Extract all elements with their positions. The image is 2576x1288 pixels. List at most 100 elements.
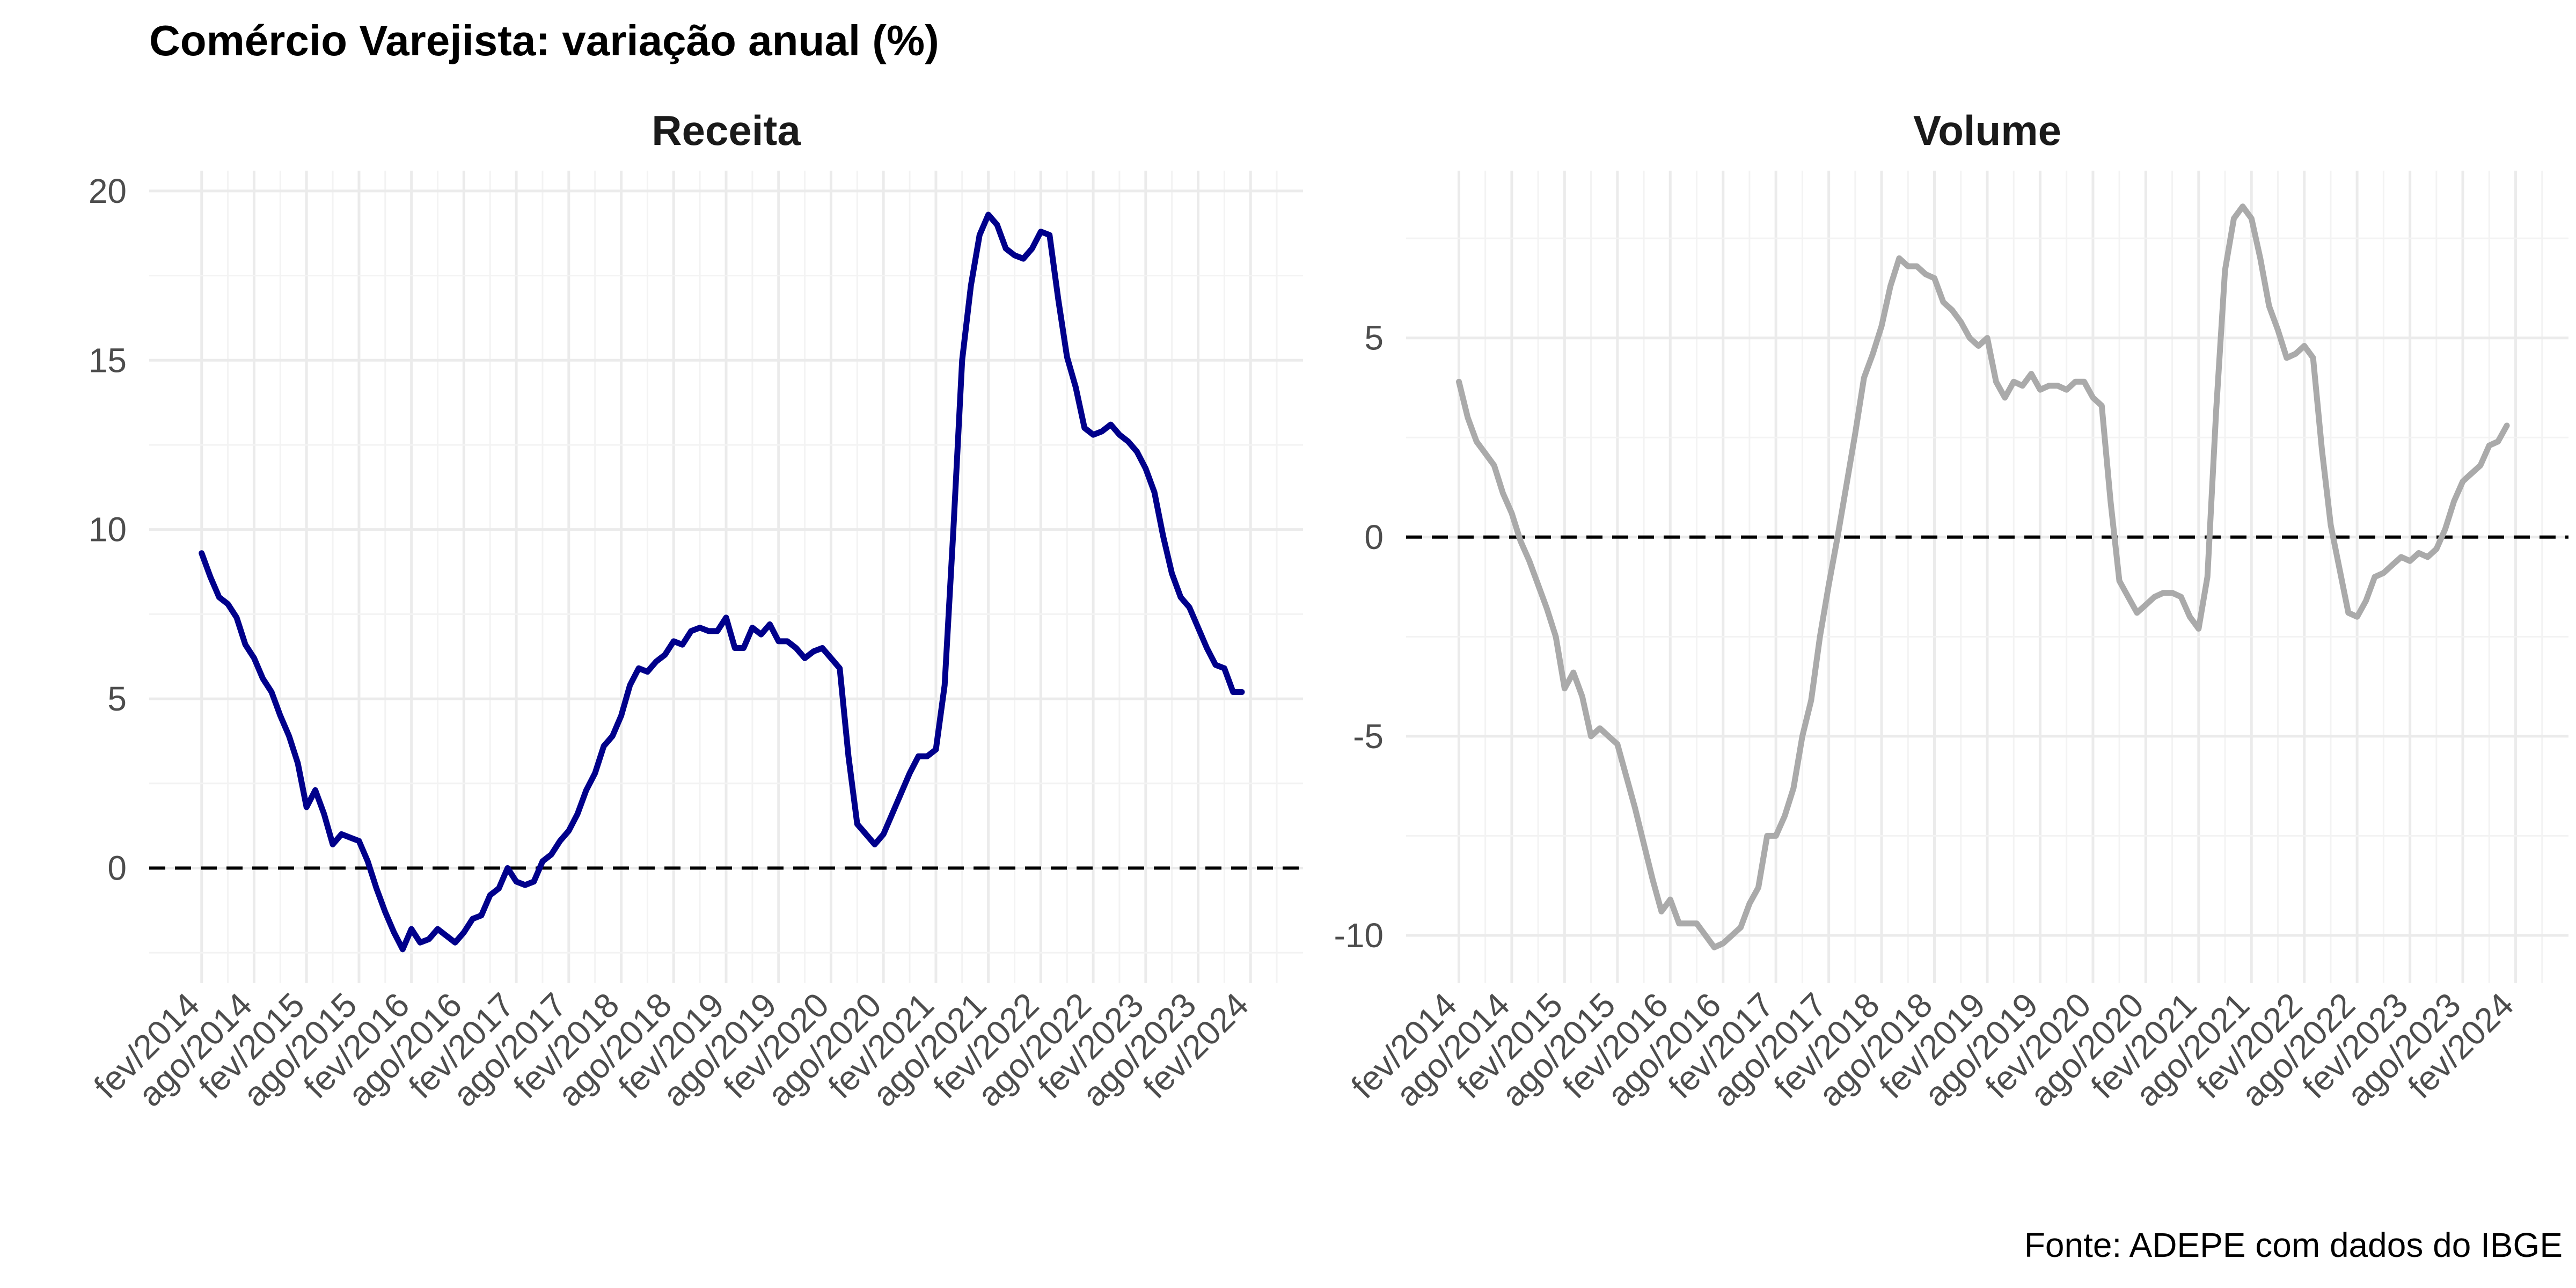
data-point	[1984, 335, 1990, 341]
data-point	[1922, 271, 1929, 277]
data-point	[2398, 554, 2404, 560]
data-point	[1456, 378, 1462, 385]
data-point	[1966, 335, 1973, 341]
data-point	[1773, 832, 1779, 839]
data-point	[417, 939, 423, 946]
data-point	[819, 645, 825, 652]
chart-title: Comércio Varejista: variação anual (%)	[149, 17, 939, 64]
series-line-receita	[199, 211, 1245, 953]
data-point	[1465, 414, 1471, 421]
y-tick-label: -10	[1334, 916, 1384, 955]
data-point	[889, 811, 896, 817]
data-point	[356, 838, 362, 844]
data-point	[758, 631, 764, 638]
data-point	[2389, 562, 2396, 568]
data-point	[828, 655, 835, 661]
data-point	[662, 652, 668, 658]
data-point	[1037, 229, 1044, 235]
data-point	[2196, 626, 2202, 632]
y-tick-label: 0	[107, 849, 127, 888]
data-point	[714, 628, 721, 634]
data-point	[1099, 428, 1105, 435]
data-point	[592, 770, 598, 777]
data-point	[644, 669, 650, 675]
data-point	[548, 851, 554, 858]
data-point	[286, 733, 292, 740]
data-point	[1081, 425, 1088, 431]
data-point	[854, 821, 860, 828]
data-point	[1134, 449, 1140, 455]
data-point	[1064, 354, 1070, 360]
data-point	[2002, 394, 2008, 401]
data-point	[1949, 307, 1955, 313]
data-point	[784, 638, 791, 645]
data-point	[2372, 574, 2378, 580]
data-point	[609, 733, 616, 740]
data-point	[1887, 283, 1894, 289]
data-point	[837, 665, 843, 671]
panel-receita: 0 5 10 15 20 fev/2014ago/2014fev/2015ago/201…	[86, 107, 1303, 1114]
data-point	[2310, 355, 2316, 361]
data-point	[2328, 522, 2334, 529]
grid	[149, 171, 1303, 983]
data-point	[2248, 215, 2255, 222]
data-point	[460, 929, 467, 935]
data-point	[347, 835, 354, 841]
data-point	[1204, 645, 1210, 652]
data-point	[1491, 462, 1497, 469]
data-point	[1169, 570, 1175, 577]
data-point	[496, 885, 502, 891]
data-point	[2460, 478, 2466, 485]
data-point	[374, 885, 380, 891]
data-point	[2134, 610, 2140, 616]
data-point	[906, 770, 913, 777]
data-point	[1029, 245, 1035, 252]
data-point	[1914, 263, 1920, 269]
data-point	[2213, 406, 2220, 413]
data-point	[1500, 490, 1506, 496]
series-line-volume	[1456, 203, 2510, 950]
data-point	[985, 211, 992, 218]
data-point	[1561, 685, 1568, 692]
data-point	[2433, 546, 2440, 552]
data-point	[1597, 725, 1603, 731]
data-point	[1526, 558, 1533, 564]
data-point	[1993, 378, 1999, 385]
data-point	[2125, 594, 2132, 600]
data-point	[670, 638, 677, 645]
data-point	[2292, 350, 2299, 357]
data-point	[1002, 245, 1009, 252]
data-point	[1221, 665, 1227, 671]
data-point	[2240, 203, 2246, 210]
data-point	[2054, 383, 2061, 389]
data-point	[531, 879, 537, 885]
data-point	[207, 574, 214, 580]
data-point	[898, 791, 904, 797]
data-point	[2495, 438, 2501, 445]
y-tick-label: 10	[89, 510, 127, 549]
data-point	[635, 665, 642, 671]
data-point	[959, 357, 965, 363]
data-point	[242, 641, 248, 648]
y-tick-label: 20	[89, 172, 127, 210]
data-point	[1958, 319, 1964, 325]
data-point	[1931, 275, 1938, 281]
data-point	[933, 747, 939, 753]
data-point	[1878, 323, 1885, 329]
data-point	[950, 526, 957, 533]
data-point	[295, 760, 301, 766]
data-point	[574, 811, 581, 817]
data-point	[2072, 378, 2079, 385]
y-tick-label: 15	[89, 341, 127, 379]
data-point	[741, 645, 747, 652]
data-point	[1632, 805, 1638, 811]
data-point	[1055, 296, 1062, 303]
data-point	[2063, 386, 2070, 393]
data-point	[2169, 590, 2176, 596]
data-point	[2451, 498, 2457, 504]
data-point	[1482, 450, 1489, 457]
data-point	[2090, 394, 2096, 401]
data-point	[2363, 598, 2369, 604]
data-point	[863, 831, 869, 837]
